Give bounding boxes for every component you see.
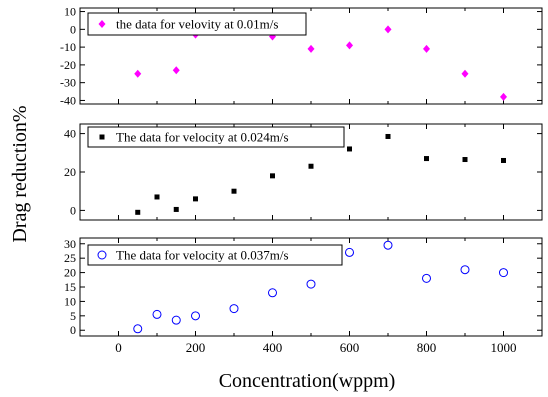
data-point	[308, 163, 314, 169]
y-tick-label: 10	[64, 294, 76, 308]
panels: 10 0 -10 -20 -30 -40 the data for velovity at …	[60, 5, 543, 355]
data-point	[173, 206, 179, 212]
y-tick-label: -20	[60, 58, 76, 72]
y-tick-label: 30	[64, 237, 76, 251]
x-tick-label: 1000	[491, 340, 517, 355]
data-point	[346, 41, 353, 50]
legend-marker	[98, 20, 106, 28]
data-point	[462, 157, 468, 163]
y-tick-label: 0	[70, 323, 76, 337]
x-axis-label: Concentration(wppm)	[219, 370, 396, 392]
legend-label: the data for velovity at 0.01m/s	[116, 17, 278, 32]
data-point	[501, 157, 506, 163]
legend-label: The data for velocity at 0.037m/s	[116, 248, 289, 263]
x-tick-label: 200	[186, 340, 206, 355]
data-point	[172, 66, 180, 75]
x-tick-label: 800	[417, 340, 437, 355]
data-point	[500, 92, 507, 101]
data-point	[384, 25, 392, 34]
panel-1: 10 0 -10 -20 -30 -40 the data for velovity at …	[60, 5, 543, 107]
data-point	[154, 194, 160, 200]
y-tick-label: -10	[60, 40, 76, 54]
y-tick-label: 20	[64, 165, 76, 179]
data-point	[424, 156, 429, 162]
y-tick-label: 25	[64, 251, 76, 265]
y-tick-label: 15	[64, 280, 76, 294]
data-point	[385, 133, 391, 139]
data-point	[191, 311, 200, 321]
legend-marker	[97, 250, 107, 260]
data-point	[423, 44, 430, 53]
data-point	[461, 69, 469, 78]
data-point	[268, 288, 277, 298]
y-tick-label: -30	[60, 76, 76, 90]
data-point	[133, 324, 143, 334]
x-tick-label: 400	[263, 340, 283, 355]
data-point	[229, 304, 239, 314]
legend-box	[87, 244, 343, 266]
data-point	[307, 44, 315, 53]
x-tick-label: 0	[115, 340, 122, 355]
y-axis-label: Drag reduction%	[9, 105, 31, 242]
data-point	[193, 196, 198, 202]
data-point	[171, 315, 181, 325]
data-point	[231, 188, 237, 194]
data-point	[345, 247, 354, 257]
data-point	[347, 146, 352, 152]
data-point	[383, 240, 393, 250]
y-tick-label: 0	[70, 203, 76, 217]
legend-box	[87, 12, 307, 36]
data-point	[152, 309, 162, 319]
y-tick-label: 10	[64, 5, 76, 19]
x-tick-label: 600	[340, 340, 360, 355]
y-tick-label: 0	[70, 22, 76, 36]
data-point	[499, 268, 508, 278]
data-point	[270, 173, 275, 179]
legend-marker	[99, 134, 105, 140]
y-tick-label: -40	[60, 93, 76, 107]
y-tick-label: 40	[64, 127, 76, 141]
data-point	[135, 209, 141, 215]
y-tick-label: 20	[64, 266, 76, 280]
data-point	[460, 265, 470, 275]
y-tick-label: 5	[70, 309, 76, 323]
data-point	[422, 273, 431, 283]
data-point	[306, 279, 316, 289]
legend-box	[87, 126, 345, 148]
data-point	[134, 69, 142, 78]
panel-2: 40 20 0 The data for velocity at 0.024m/s	[64, 123, 543, 221]
legend-label: The data for velocity at 0.024m/s	[116, 130, 289, 145]
